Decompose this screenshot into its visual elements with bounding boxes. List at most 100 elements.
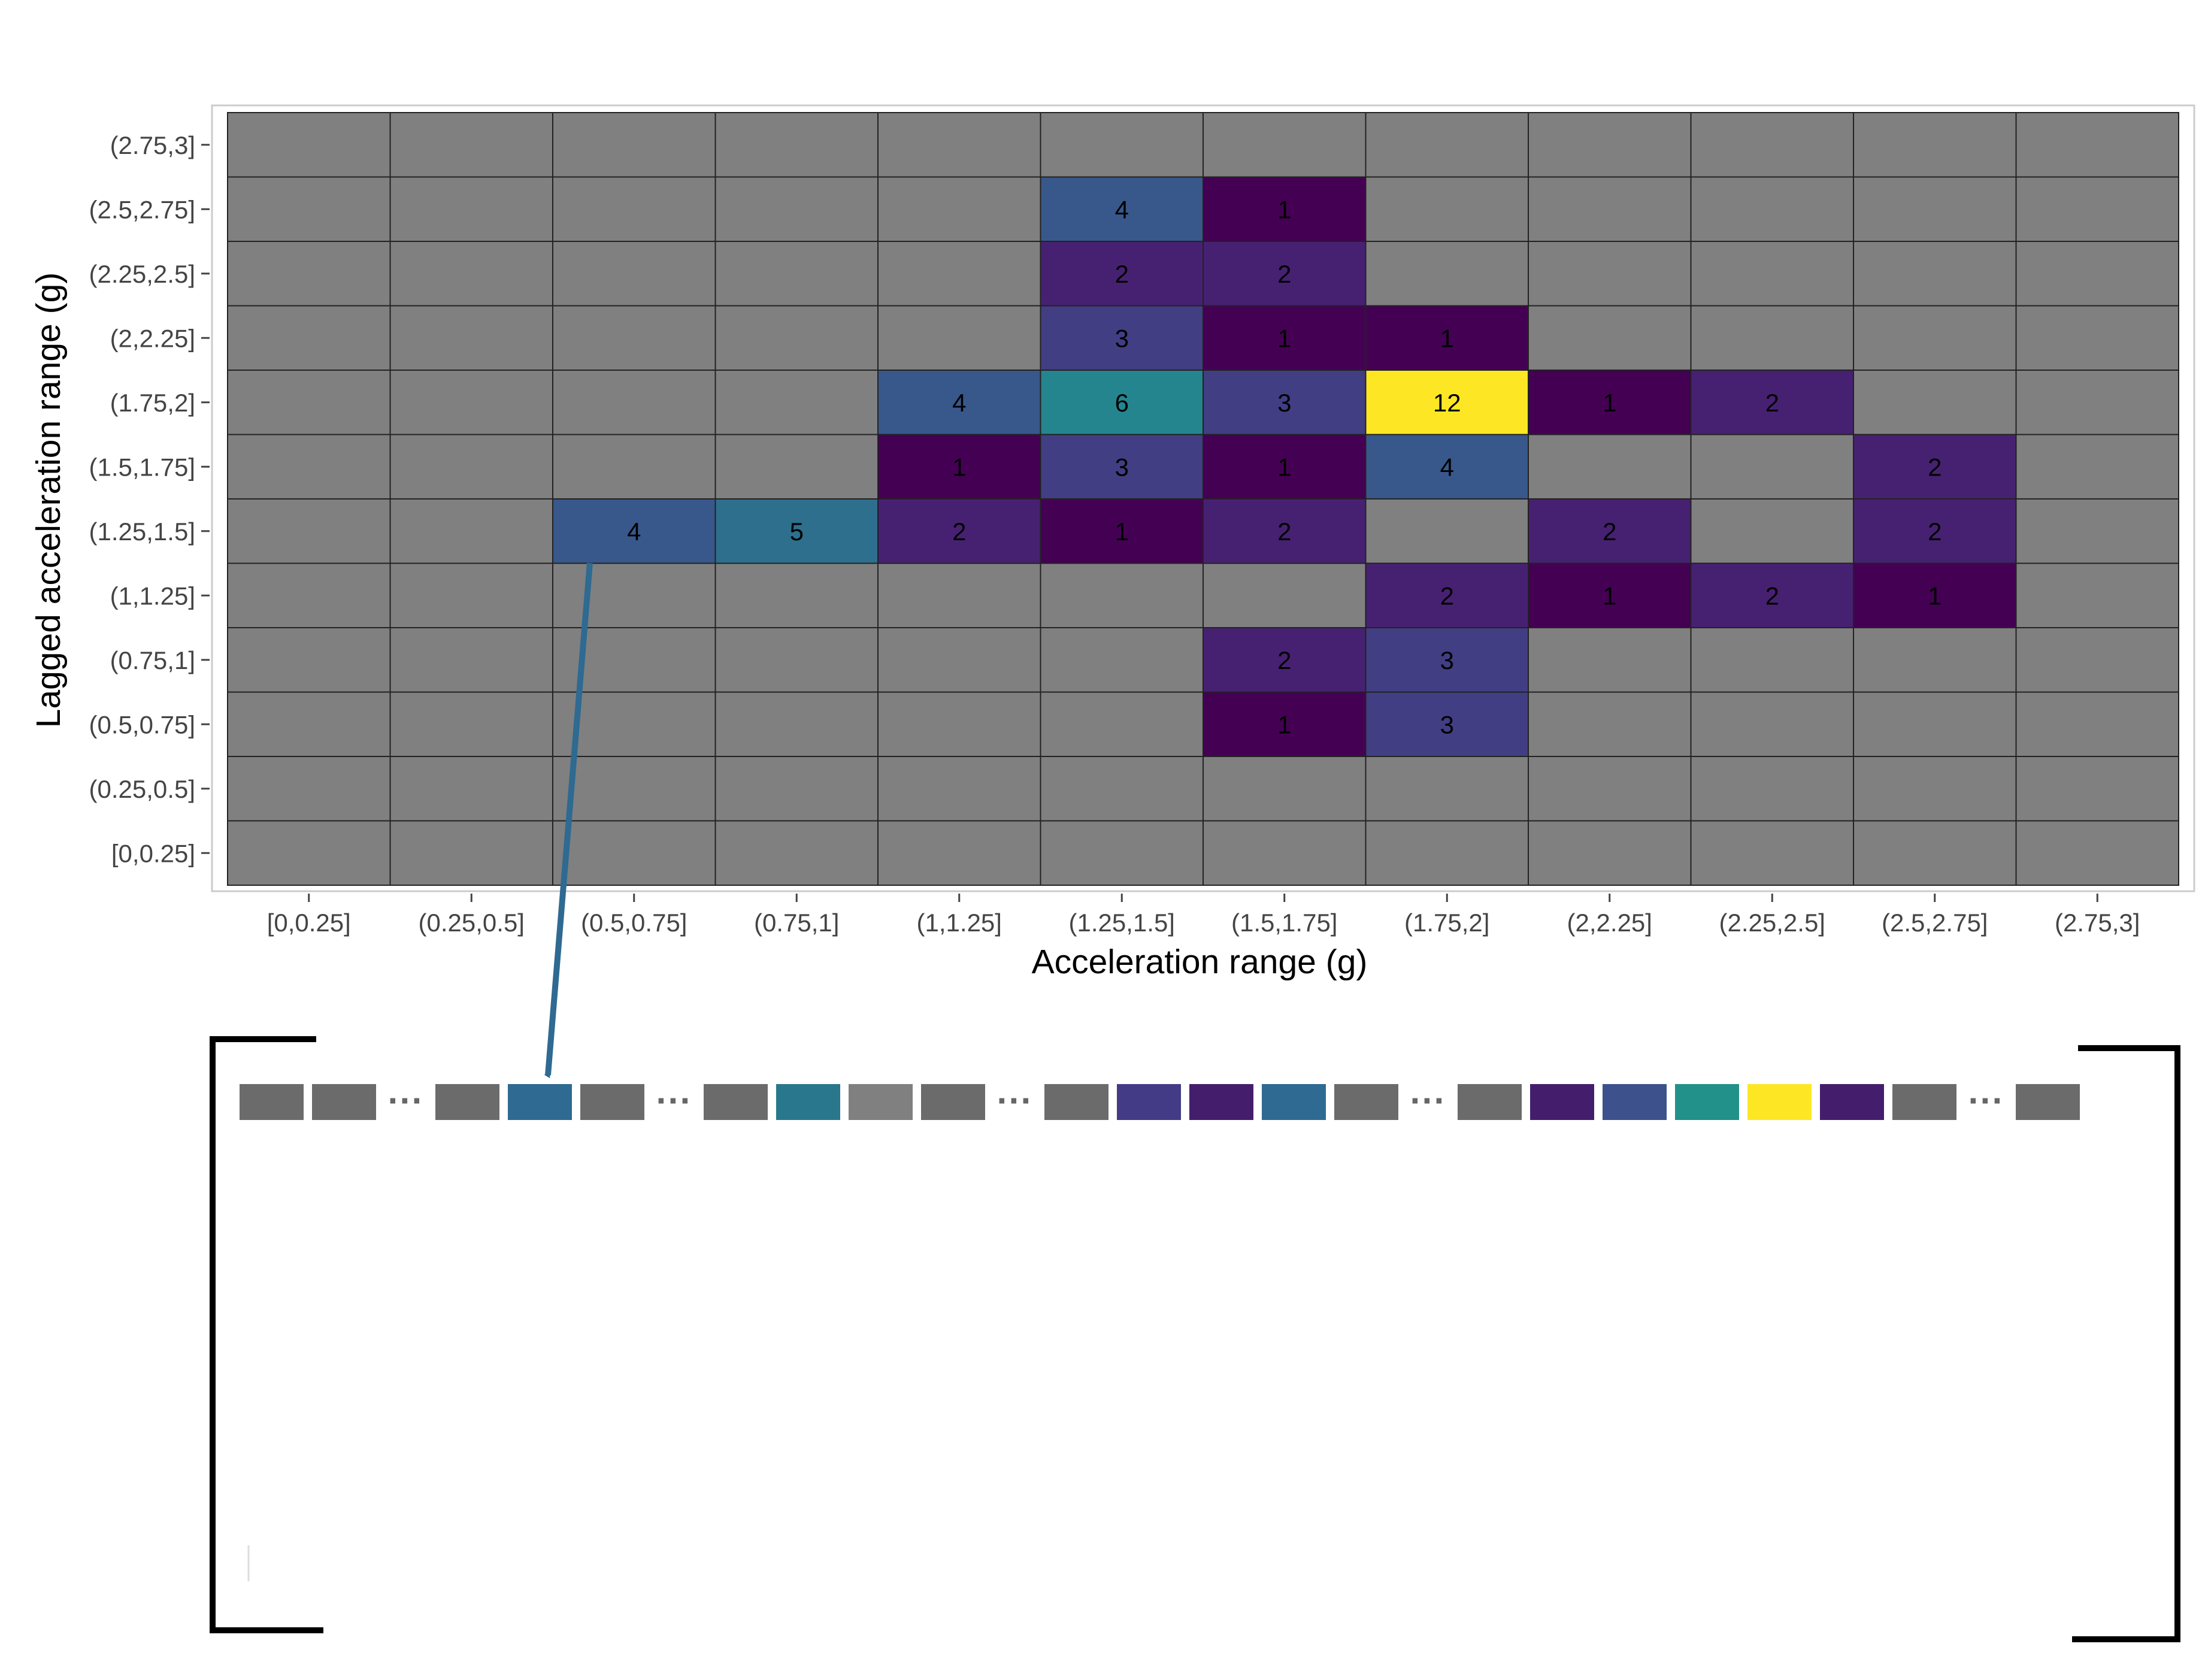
vector-element [240, 1084, 304, 1120]
vector-element [849, 1084, 913, 1120]
heatmap-cell [877, 305, 1041, 371]
cell-value-label: 1 [1440, 324, 1454, 352]
cell-value-label: 2 [1277, 517, 1291, 546]
cell-value-label: 1 [1277, 710, 1291, 738]
heatmap-cell [1690, 691, 1854, 757]
heatmap-cell [1690, 498, 1854, 564]
heatmap-cell [1528, 305, 1692, 371]
heatmap-cell [877, 691, 1041, 757]
heatmap-cell [1853, 820, 2017, 886]
heatmap-cell [877, 562, 1041, 628]
y-tick-label: (1.5,1.75] [89, 453, 195, 481]
heatmap-cell [714, 176, 879, 242]
heatmap-cell [1203, 627, 1367, 693]
vector-element [1262, 1084, 1326, 1120]
cell-value-label: 1 [1928, 582, 1942, 610]
cell-value-label: 1 [1603, 582, 1616, 610]
heatmap-cell [1853, 305, 2017, 371]
vector-element [704, 1084, 768, 1120]
heatmap-cell [1040, 434, 1204, 500]
heatmap-cell [1853, 370, 2017, 435]
heatmap-cell [1853, 434, 2017, 500]
heatmap-cell [389, 434, 553, 500]
vector-ellipsis: ··· [1410, 1080, 1446, 1121]
heatmap-cell [714, 370, 879, 435]
heatmap-cell [552, 756, 716, 822]
heatmap-cell [227, 691, 391, 757]
vector-element [508, 1084, 572, 1120]
cell-value-label: 2 [1277, 260, 1291, 288]
heatmap-cell [2015, 176, 2179, 242]
heatmap-cell [1528, 820, 1692, 886]
heatmap-cell [1690, 370, 1854, 435]
heatmap-cell [1203, 562, 1367, 628]
heatmap-cell [1528, 562, 1692, 628]
cell-value-label: 4 [1115, 195, 1129, 223]
vector-ellipsis: ··· [997, 1080, 1033, 1121]
heatmap-cell [389, 176, 553, 242]
heatmap-cell [227, 562, 391, 628]
y-tick-label: [0,0.25] [111, 839, 195, 867]
heatmap-cell [1528, 434, 1692, 500]
heatmap-cell [1528, 627, 1692, 693]
heatmap-cell [1528, 241, 1692, 307]
heatmap-cell [2015, 305, 2179, 371]
cell-value-label: 1 [1277, 453, 1291, 481]
heatmap-cell [1690, 820, 1854, 886]
heatmap-cell [1203, 112, 1367, 178]
heatmap-cell [389, 820, 553, 886]
heatmap-cell [552, 370, 716, 435]
vector-element [435, 1084, 499, 1120]
heatmap-cell [877, 627, 1041, 693]
cell-value-label: 5 [790, 517, 804, 546]
cell-value-label: 2 [952, 517, 966, 546]
heatmap-cell [2015, 241, 2179, 307]
vector-element [2016, 1084, 2080, 1120]
heatmap-cell [877, 756, 1041, 822]
cell-value-label: 2 [1115, 260, 1129, 288]
heatmap-cell [2015, 756, 2179, 822]
heatmap-cell [1853, 241, 2017, 307]
heatmap-cell [1528, 691, 1692, 757]
heatmap-cell [227, 112, 391, 178]
x-tick-label: (1.25,1.5] [1069, 909, 1175, 937]
heatmap-cell [877, 820, 1041, 886]
vector-ellipsis: ··· [1968, 1080, 2004, 1121]
heatmap-cell [389, 112, 553, 178]
heatmap-cell [1040, 112, 1204, 178]
heatmap-cell [1853, 691, 2017, 757]
cell-value-label: 2 [1765, 389, 1779, 417]
cell-value-label: 2 [1928, 517, 1942, 546]
heatmap-cell [2015, 370, 2179, 435]
heatmap-cell [1690, 756, 1854, 822]
heatmap-cell [2015, 498, 2179, 564]
cell-value-label: 3 [1440, 646, 1454, 674]
heatmap-cell [877, 434, 1041, 500]
heatmap-cell [1365, 820, 1529, 886]
heatmap-cell [227, 627, 391, 693]
heatmap-cell [1690, 627, 1854, 693]
heatmap-cell [389, 562, 553, 628]
heatmap-cell [714, 562, 879, 628]
heatmap-cell [1365, 498, 1529, 564]
heatmap-cell [552, 176, 716, 242]
heatmap-cell [1690, 241, 1854, 307]
heatmap-cell [2015, 627, 2179, 693]
heatmap-cell [714, 820, 879, 886]
heatmap-cell [714, 241, 879, 307]
heatmap-cell [1690, 112, 1854, 178]
heatmap-cell [2015, 691, 2179, 757]
vector-element [580, 1084, 644, 1120]
heatmap-cell [877, 112, 1041, 178]
heatmap-cell [2015, 562, 2179, 628]
heatmap-cell [714, 756, 879, 822]
heatmap-cell [1040, 820, 1204, 886]
x-tick-label: (0.25,0.5] [419, 909, 525, 937]
heatmap-cell [1365, 691, 1529, 757]
heatmap-cell [714, 112, 879, 178]
vector-element [1458, 1084, 1522, 1120]
x-tick-label: (1.75,2] [1404, 909, 1489, 937]
heatmap-cell [1853, 627, 2017, 693]
heatmap-cell [1203, 756, 1367, 822]
y-tick-label: (1,1.25] [110, 582, 195, 610]
